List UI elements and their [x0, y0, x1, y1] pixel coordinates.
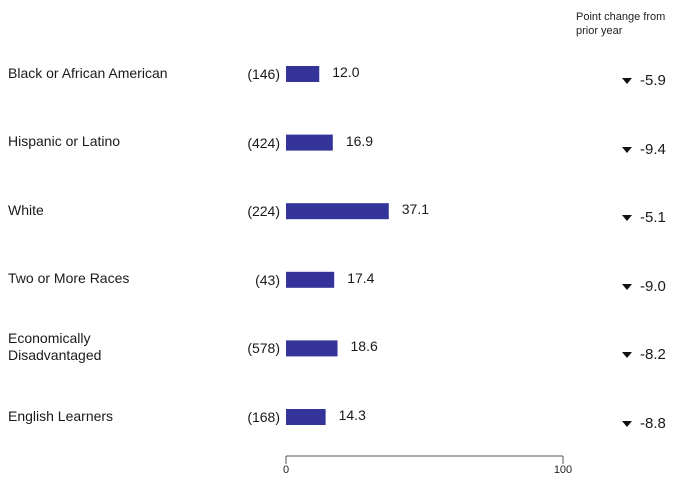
- bar: [286, 134, 333, 151]
- count-label: (43): [255, 271, 280, 288]
- group-label-line: Disadvantaged: [8, 347, 102, 364]
- point-change-value: -9.4: [640, 140, 666, 158]
- header-line-2: prior year: [576, 25, 623, 37]
- bar: [286, 203, 389, 220]
- point-change: -5.1: [622, 209, 666, 226]
- count-label: (168): [247, 409, 280, 425]
- value-label: 18.6: [350, 338, 378, 355]
- point-change: -8.2: [622, 346, 666, 363]
- point-change: -5.9: [622, 72, 666, 89]
- point-change-value: -8.2: [640, 346, 666, 364]
- bar: [286, 340, 338, 357]
- down-triangle-icon: [622, 215, 632, 222]
- down-triangle-icon: [622, 421, 632, 428]
- group-label: White: [8, 202, 44, 219]
- value-label: 17.4: [347, 269, 375, 286]
- count-label: (578): [247, 340, 280, 357]
- point-change: -9.0: [622, 278, 666, 295]
- point-change-value: -8.8: [640, 415, 666, 432]
- point-change-header: Point change from prior year: [576, 10, 665, 38]
- bar: [286, 271, 335, 288]
- value-label: 16.9: [345, 132, 374, 149]
- group-label-line: White: [8, 201, 44, 218]
- point-change: -8.8: [622, 415, 666, 432]
- count-label: (146): [247, 66, 280, 82]
- group-label: English Learners: [8, 408, 113, 425]
- value-label: 14.3: [338, 407, 366, 423]
- count-label: (224): [247, 203, 280, 220]
- group-label-line: Two or More Races: [8, 270, 130, 287]
- point-change-value: -9.0: [640, 277, 666, 295]
- group-label-line: Hispanic or Latino: [8, 133, 121, 150]
- x-tick-label: 100: [553, 464, 573, 476]
- group-label: Two or More Races: [8, 270, 129, 287]
- down-triangle-icon: [622, 78, 632, 85]
- down-triangle-icon: [622, 146, 632, 153]
- down-triangle-icon: [622, 352, 632, 359]
- group-label: Black or African American: [8, 65, 168, 82]
- group-label-line: Black or African American: [8, 64, 168, 81]
- value-label: 37.1: [401, 201, 430, 218]
- value-label: 12.0: [332, 64, 360, 80]
- group-label-line: Economically: [8, 330, 91, 347]
- bar: [286, 409, 326, 425]
- group-label: Hispanic or Latino: [8, 133, 120, 150]
- point-change-value: -5.9: [640, 72, 666, 89]
- group-label: Economically Disadvantaged: [8, 330, 101, 364]
- group-label-line: English Learners: [8, 407, 114, 424]
- point-change: -9.4: [622, 141, 666, 158]
- down-triangle-icon: [622, 283, 632, 290]
- bar: [286, 66, 320, 82]
- count-label: (424): [247, 134, 280, 151]
- x-tick-label: 0: [282, 464, 290, 476]
- header-line-1: Point change from: [576, 11, 666, 23]
- point-change-value: -5.1: [640, 209, 666, 227]
